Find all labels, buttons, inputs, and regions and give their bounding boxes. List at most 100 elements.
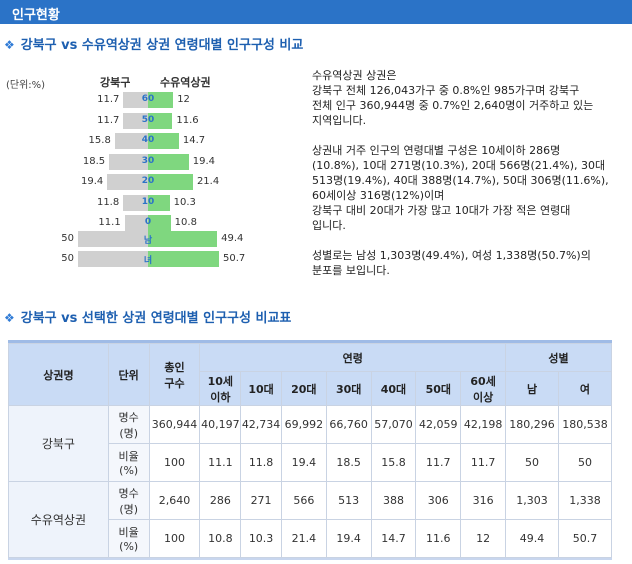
pyramid-age-label: 30 [141, 155, 155, 166]
pyramid-gender-value-right: 49.4 [221, 233, 244, 244]
table-cell: 100 [148, 519, 201, 558]
pyramid-bar-left [114, 133, 148, 149]
table-cell: 50 [505, 443, 559, 482]
pyramid-gender-bar-right [148, 251, 219, 267]
table-row: 강북구 명수 (명) 360,944 40,197 42,734 69,992 66,760 5… [8, 405, 613, 482]
table-cell: 11.7 [415, 443, 462, 482]
pyramid-left-name: 강북구 [100, 76, 131, 89]
header-gender: 남 [505, 371, 559, 406]
pyramid-value-left: 15.8 [88, 135, 111, 146]
pyramid-value-right: 12 [177, 94, 190, 105]
table-cell: 18.5 [325, 443, 372, 482]
pyramid-bar-right [148, 215, 171, 231]
table-cell: 66,760 [325, 405, 372, 444]
population-table: 상권명 단위 총인 구수 연령 성별 10세 이하 10대 20대 30대 40대 50대 60세 이상 남 여… [8, 343, 613, 558]
table-cell: 180,296 [505, 405, 559, 444]
table-cell: 388 [370, 481, 417, 520]
table-cell: 42,059 [415, 405, 462, 444]
table-cell: 10.8 [199, 519, 242, 558]
header-total: 총인 구수 [148, 343, 201, 406]
pyramid-age-label: 20 [141, 176, 155, 186]
pyramid-bar-right [148, 92, 174, 108]
header-age: 30대 [325, 371, 372, 406]
section-title-text: 강북구 vs 선택한 상권 연령대별 인구구성 비교표 [20, 311, 292, 326]
pyramid-gender-bar-left [78, 231, 148, 247]
table-cell: 50.7 [557, 519, 613, 558]
table-cell: 57,070 [370, 405, 417, 444]
pyramid-gender-bar-right [148, 231, 218, 247]
table-unit-cell: 비율 (%) [107, 443, 150, 482]
pyramid-value-right: 10.3 [173, 196, 196, 208]
pyramid-bar-left [123, 194, 148, 211]
pyramid-bar-right [148, 112, 173, 129]
header-age: 40대 [370, 371, 417, 406]
pyramid-gender-label: 남 [143, 236, 153, 246]
table-cell: 11.7 [460, 443, 507, 482]
pyramid-gender-value-left: 50 [61, 253, 74, 264]
header-age: 60세 이상 [460, 371, 507, 406]
pyramid-value-left: 11.8 [96, 196, 120, 208]
table-cell: 19.4 [325, 519, 372, 558]
table-cell: 316 [460, 481, 507, 520]
pyramid-value-left: 19.4 [80, 176, 104, 187]
header-gender-group: 성별 [505, 343, 612, 372]
table-unit-cell: 명수 (명) [107, 481, 150, 520]
table-cell: 10.3 [240, 519, 282, 558]
header-age: 10대 [240, 371, 282, 406]
pyramid-value-right: 14.7 [182, 135, 206, 146]
pyramid-value-left: 11.1 [98, 217, 121, 228]
pyramid-gender-value-right: 50.7 [222, 253, 246, 264]
pyramid-gender-label: 녀 [143, 256, 153, 266]
table-cell: 271 [240, 481, 282, 520]
table-cell: 42,734 [240, 405, 282, 444]
table-cell: 11.1 [199, 443, 242, 482]
description-paragraph-2: 상권내 거주 인구의 연령대별 구성은 10세이하 286명 (10.8%), 1… [312, 144, 609, 232]
pyramid-right-name: 수유역상권 [160, 76, 211, 89]
pyramid-bar-left [107, 174, 148, 190]
table-unit-cell: 비율 (%) [107, 519, 150, 558]
header-age: 10세 이하 [199, 371, 242, 406]
table-row: 비율 (%) 100 10.8 10.3 21.4 19.4 14.7 11.6 12 49.4 50… [9, 519, 613, 558]
table-cell: 306 [415, 481, 462, 520]
table-cell: 11.6 [415, 519, 462, 558]
section-title-text: 강북구 vs 수유역상권 상권 연령대별 인구구성 비교 [20, 38, 304, 53]
header-gender: 여 [557, 371, 613, 406]
population-table-wrapper: 상권명 단위 총인 구수 연령 성별 10세 이하 10대 20대 30대 40대 50대 60세 이상 남 여… [8, 340, 613, 560]
table-area-name: 수유역상권 [8, 481, 109, 558]
table-cell: 49.4 [505, 519, 559, 558]
pyramid-value-left: 11.7 [97, 114, 120, 126]
unit-label: (단위:%) [6, 80, 46, 91]
table-cell: 360,944 [148, 405, 201, 444]
pyramid-value-right: 11.6 [176, 114, 199, 126]
pyramid-value-right: 21.4 [196, 176, 220, 187]
pyramid-bar-left [123, 112, 148, 129]
pyramid-bar-right [148, 153, 189, 170]
pyramid-bar-left [124, 215, 148, 231]
table-cell: 513 [325, 481, 372, 520]
table-area-name: 강북구 [8, 405, 109, 482]
section-title-table: ❖ 강북구 vs 선택한 상권 연령대별 인구구성 비교표 [4, 307, 291, 326]
diamond-bullet-icon: ❖ [4, 311, 15, 325]
pyramid-value-left: 11.7 [97, 94, 120, 105]
pyramid-bar-right [148, 133, 179, 149]
pyramid-value-right: 19.4 [192, 155, 215, 167]
pyramid-bar-right [148, 194, 170, 211]
description-paragraph-1: 수유역상권 상권은 강북구 전체 126,043가구 중 0.8%인 985가구며… [312, 69, 594, 127]
table-cell: 19.4 [280, 443, 327, 482]
pyramid-value-left: 18.5 [82, 155, 106, 167]
table-cell: 15.8 [370, 443, 417, 482]
diamond-bullet-icon: ❖ [4, 38, 15, 52]
table-cell: 566 [280, 481, 327, 520]
table-cell: 21.4 [280, 519, 327, 558]
table-cell: 1,338 [557, 481, 613, 520]
pyramid-age-label: 60 [141, 94, 155, 104]
table-cell: 69,992 [280, 405, 327, 444]
pyramid-value-right: 10.8 [174, 217, 197, 228]
table-cell: 14.7 [370, 519, 417, 558]
pyramid-age-label: 50 [141, 114, 155, 125]
header-unit: 단위 [107, 343, 150, 406]
table-unit-cell: 명수 (명) [107, 405, 150, 444]
table-cell: 1,303 [505, 481, 559, 520]
table-row: 수유역상권 명수 (명) 2,640 286 271 566 513 388 306 316 1,30… [8, 481, 613, 558]
table-cell: 2,640 [148, 481, 201, 520]
